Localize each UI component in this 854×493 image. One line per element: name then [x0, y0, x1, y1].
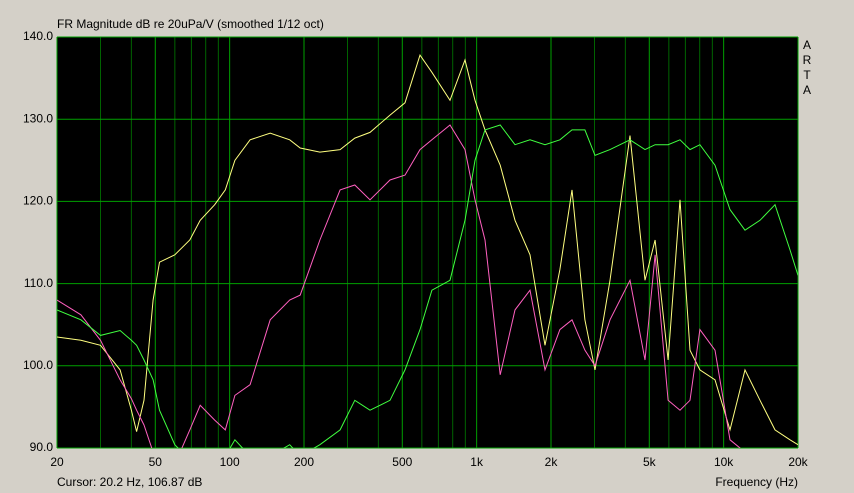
- x-tick-label: 20k: [788, 455, 808, 469]
- x-tick-label: 2k: [545, 455, 559, 469]
- x-tick-label: 5k: [643, 455, 657, 469]
- y-tick-label: 100.0: [23, 358, 53, 372]
- x-tick-label: 100: [220, 455, 240, 469]
- response-curve: [57, 124, 741, 448]
- x-axis-label: Frequency (Hz): [715, 475, 798, 489]
- x-tick-label: 10k: [714, 455, 734, 469]
- y-tick-label: 130.0: [23, 111, 53, 125]
- cursor-readout: Cursor: 20.2 Hz, 106.87 dB: [57, 475, 202, 489]
- plot-area: [57, 37, 798, 448]
- y-tick-label: 90.0: [30, 440, 54, 454]
- x-tick-label: 20: [50, 455, 64, 469]
- chart-title: FR Magnitude dB re 20uPa/V (smoothed 1/1…: [57, 17, 324, 31]
- grid: [56, 36, 799, 449]
- x-tick-label: 50: [149, 455, 163, 469]
- x-tick-label: 1k: [470, 455, 484, 469]
- lines: [57, 53, 798, 448]
- side-label: ARTA: [802, 38, 812, 97]
- response-curve: [57, 53, 798, 446]
- x-tick-label: 500: [392, 455, 412, 469]
- y-tick-label: 140.0: [23, 29, 53, 43]
- y-tick-label: 120.0: [23, 194, 53, 208]
- response-curve: [57, 124, 798, 448]
- y-tick-label: 110.0: [24, 276, 53, 290]
- x-tick-label: 200: [294, 455, 314, 469]
